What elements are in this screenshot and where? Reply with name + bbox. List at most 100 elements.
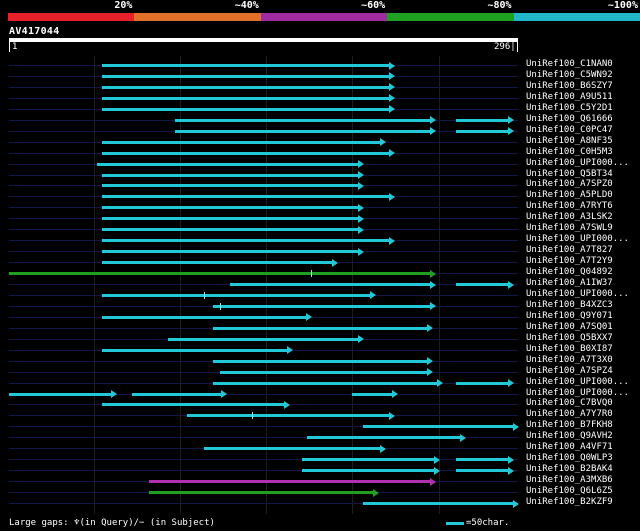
hit-name-link[interactable]: UniRef100_Q04892 (526, 267, 613, 278)
hit-name-link[interactable]: UniRef100_Q9Y071 (526, 310, 613, 321)
hit-alignment-bar[interactable] (212, 304, 432, 308)
hit-name-link[interactable]: UniRef100_A1IW37 (526, 278, 613, 288)
hit-alignment-bar[interactable] (352, 392, 394, 396)
hit-alignment-bar[interactable] (212, 381, 439, 385)
hit-alignment-bar[interactable] (307, 436, 461, 440)
arrowhead-icon (430, 116, 437, 125)
hit-name-link[interactable]: UniRef100_Q5BXX7 (526, 332, 613, 343)
hit-alignment-bar[interactable] (102, 293, 371, 297)
gap-marker (252, 412, 254, 420)
hit-alignment-bar[interactable] (455, 458, 509, 462)
hit-alignment-bar[interactable] (102, 217, 359, 221)
hit-alignment-bar[interactable] (302, 469, 435, 473)
hit-alignment-bar[interactable] (102, 173, 359, 177)
hit-alignment-bar[interactable] (102, 348, 288, 352)
hit-name-link[interactable]: UniRef100_A4VF71 (526, 442, 613, 453)
hit-alignment-bar[interactable] (102, 140, 382, 144)
hit-alignment-bar[interactable] (229, 283, 432, 286)
hit-name-link[interactable]: UniRef100_UPI000... (526, 234, 629, 245)
arrowhead-icon (380, 138, 387, 147)
hit-name-link[interactable]: UniRef100_B4XZC3 (526, 299, 613, 310)
hit-alignment-bar[interactable] (455, 469, 509, 473)
hit-name-link[interactable]: UniRef100_UPI000... (526, 288, 629, 299)
hit-alignment-bar[interactable] (102, 403, 285, 407)
arrowhead-icon (433, 455, 440, 464)
arrowhead-icon (357, 225, 364, 234)
hit-alignment-bar[interactable] (102, 206, 359, 210)
hit-alignment-bar[interactable] (102, 85, 390, 89)
hit-alignment-bar[interactable] (174, 118, 432, 122)
hit-alignment-bar[interactable] (9, 272, 432, 276)
hit-alignment-bar[interactable] (212, 359, 428, 363)
hit-alignment-bar[interactable] (96, 162, 359, 166)
hit-alignment-bar[interactable] (102, 261, 333, 265)
hit-alignment-bar[interactable] (102, 96, 390, 100)
arrowhead-icon (357, 160, 364, 169)
hit-alignment-bar[interactable] (102, 64, 390, 67)
arrowhead-icon (426, 324, 433, 333)
hit-name-link[interactable]: UniRef100_B2BAK4 (526, 464, 613, 475)
hit-alignment-bar[interactable] (212, 326, 428, 330)
hit-alignment-bar[interactable] (102, 195, 390, 199)
hit-name-link[interactable]: UniRef100_B2KZF9 (526, 497, 613, 507)
hit-alignment-bar[interactable] (9, 392, 112, 396)
hit-name-link[interactable]: UniRef100_A7T3X0 (526, 354, 613, 365)
hit-name-link[interactable]: UniRef100_A9U511 (526, 91, 613, 102)
hit-name-link[interactable]: UniRef100_Q5BT34 (526, 168, 613, 179)
hit-name-link[interactable]: UniRef100_A3MXB6 (526, 475, 613, 486)
hit-name-link[interactable]: UniRef100_UPI000... (526, 376, 629, 387)
hit-alignment-bar[interactable] (102, 239, 390, 243)
hit-alignment-bar[interactable] (203, 447, 382, 451)
hit-name-link[interactable]: UniRef100_A7T827 (526, 245, 613, 256)
hit-alignment-bar[interactable] (102, 228, 359, 232)
hit-alignment-bar[interactable] (102, 107, 390, 111)
hit-name-link[interactable]: UniRef100_C5WN92 (526, 69, 613, 80)
hit-alignment-bar[interactable] (131, 392, 223, 396)
hit-alignment-bar[interactable] (148, 480, 432, 484)
hit-name-link[interactable]: UniRef100_Q61666 (526, 113, 613, 124)
hit-name-link[interactable]: UniRef100_Q6L6Z5 (526, 486, 613, 497)
hit-name-link[interactable]: UniRef100_B6SZY7 (526, 80, 613, 91)
hit-alignment-bar[interactable] (102, 315, 307, 319)
hit-name-link[interactable]: UniRef100_A7Y7R0 (526, 409, 613, 420)
hit-name-link[interactable]: UniRef100_UPI000... (526, 387, 629, 398)
hit-name-link[interactable]: UniRef100_C1NAN0 (526, 59, 613, 69)
hit-name-link[interactable]: UniRef100_A7SPZ4 (526, 365, 613, 376)
hit-name-link[interactable]: UniRef100_A7SQ01 (526, 321, 613, 332)
hit-alignment-bar[interactable] (102, 184, 359, 188)
hit-alignment-bar[interactable] (148, 491, 375, 495)
hit-name-link[interactable]: UniRef100_A7SWL9 (526, 223, 613, 234)
hit-alignment-bar[interactable] (102, 151, 390, 155)
hit-alignment-bar[interactable] (174, 129, 432, 133)
identity-label-4: ~80% (487, 0, 512, 11)
hit-name-link[interactable]: UniRef100_C0H5M3 (526, 146, 613, 157)
hit-name-link[interactable]: UniRef100_C0PC47 (526, 124, 613, 135)
hit-name-link[interactable]: UniRef100_C5Y2D1 (526, 102, 613, 113)
hit-alignment-bar[interactable] (102, 250, 359, 254)
hit-name-link[interactable]: UniRef100_A8NF35 (526, 135, 613, 146)
hit-alignment-bar[interactable] (186, 414, 390, 418)
hit-alignment-bar[interactable] (455, 118, 509, 122)
hit-alignment-bar[interactable] (362, 425, 514, 429)
hit-name-link[interactable]: UniRef100_A5PLD0 (526, 190, 613, 201)
hit-alignment-bar[interactable] (362, 502, 514, 505)
hit-name-link[interactable]: UniRef100_B7FKH8 (526, 420, 613, 431)
hit-name-link[interactable]: UniRef100_A7RYT6 (526, 201, 613, 212)
hit-alignment-bar[interactable] (455, 381, 509, 385)
hit-name-link[interactable]: UniRef100_Q9AVH2 (526, 431, 613, 442)
hit-name-link[interactable]: UniRef100_UPI000... (526, 157, 629, 168)
hit-alignment-bar[interactable] (219, 370, 428, 374)
hit-name-link[interactable]: UniRef100_Q0WLP3 (526, 453, 613, 464)
arrowhead-icon (380, 444, 387, 453)
hit-alignment-bar[interactable] (167, 337, 359, 341)
hit-name-link[interactable]: UniRef100_C7BVQ0 (526, 398, 613, 409)
hit-name-link[interactable]: UniRef100_A3LSK2 (526, 212, 613, 223)
hit-name-link[interactable]: UniRef100_A7SPZ0 (526, 179, 613, 190)
hit-name-link[interactable]: UniRef100_A7T2Y9 (526, 256, 613, 267)
hit-alignment-bar[interactable] (455, 283, 509, 286)
hit-name-link[interactable]: UniRef100_B0XI87 (526, 343, 613, 354)
identity-band-4 (387, 13, 515, 21)
hit-alignment-bar[interactable] (455, 129, 509, 133)
hit-alignment-bar[interactable] (302, 458, 435, 462)
hit-alignment-bar[interactable] (102, 74, 390, 78)
